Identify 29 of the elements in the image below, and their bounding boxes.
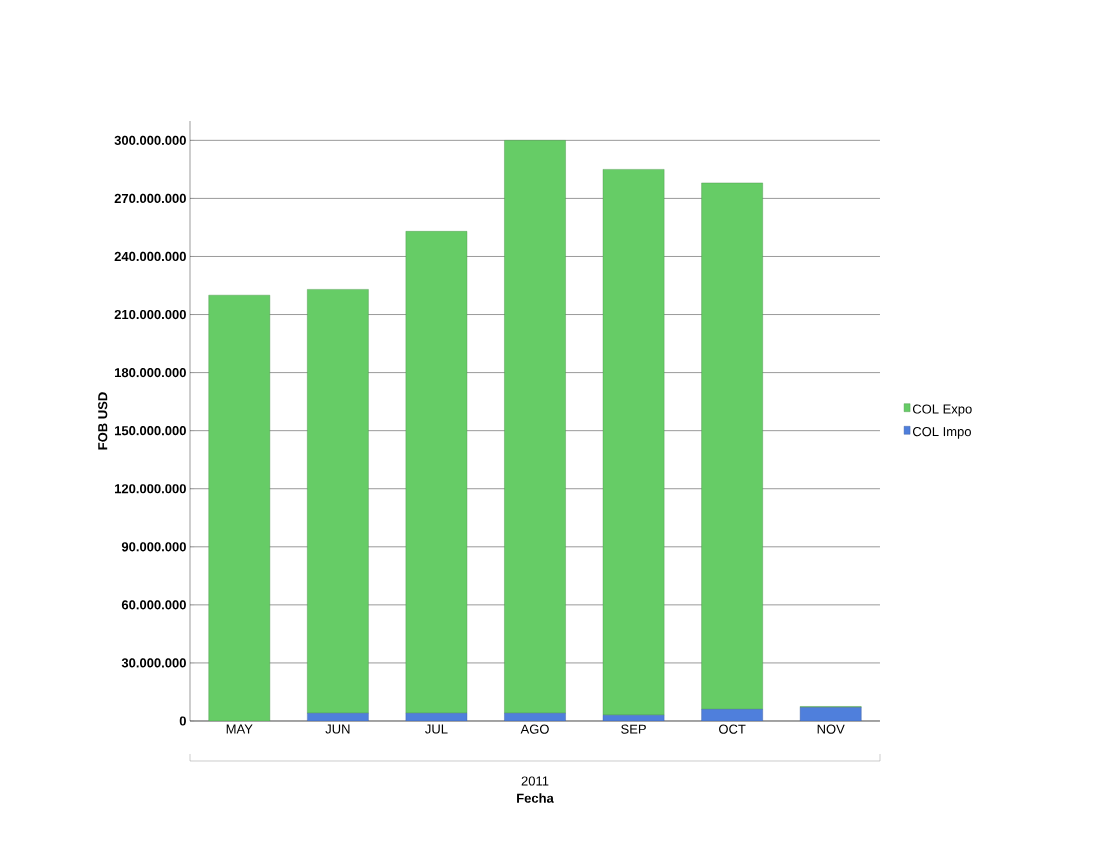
text: 2011 <box>521 776 549 786</box>
bar <box>504 140 566 714</box>
y-tick-label: 30.000.000 <box>121 658 186 668</box>
y-tick-label: 210.000.000 <box>114 309 186 320</box>
x-tick-label: NOV <box>817 724 845 734</box>
y-tick-label: 150.000.000 <box>114 426 186 436</box>
x-tick-label: JUN <box>325 724 350 734</box>
x-tick-label: MAY <box>226 724 253 734</box>
legend-label: COL Impo <box>912 426 971 439</box>
bar <box>602 169 665 716</box>
y-tick-label: 300.000.000 <box>114 135 186 145</box>
x-tick-label: OCT <box>719 724 746 734</box>
y-tick-label: 180.000.000 <box>114 368 186 378</box>
y-tick-label: 0 <box>179 716 186 726</box>
x-tick-label: JUL <box>425 724 448 734</box>
x-axis-title: Fecha <box>517 793 554 803</box>
bar <box>307 289 369 714</box>
y-tick-label: 120.000.000 <box>114 484 186 494</box>
x-tick-label: AGO <box>520 724 549 734</box>
legend-label: COL Expo <box>912 404 972 417</box>
y-tick-label: 240.000.000 <box>114 251 186 262</box>
bar <box>208 294 271 721</box>
y-tick-label: 270.000.000 <box>114 193 186 204</box>
bar <box>405 231 468 714</box>
y-axis-title: FOB USD <box>98 392 108 450</box>
y-tick-label: 60.000.000 <box>121 600 186 610</box>
bar <box>701 182 763 710</box>
y-tick-label: 90.000.000 <box>121 542 186 552</box>
x-tick-label: SEP <box>621 724 646 734</box>
